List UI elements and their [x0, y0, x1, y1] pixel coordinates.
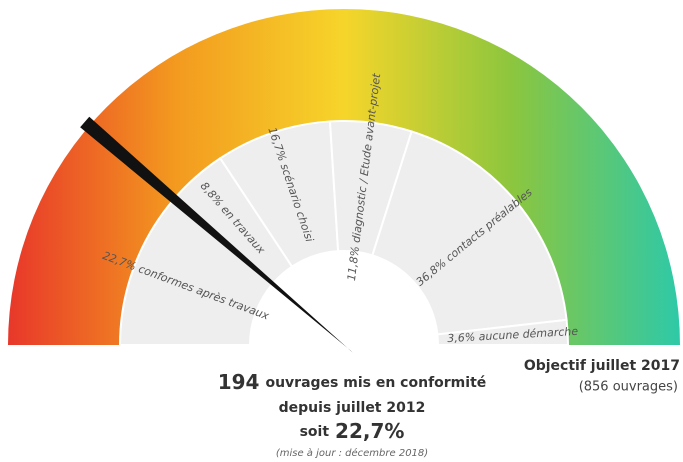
update-note: (mise à jour : décembre 2018) — [276, 447, 428, 459]
segment — [436, 318, 570, 346]
headline-line1: 194 ouvrages mis en conformité — [218, 370, 487, 394]
objective-detail: (856 ouvrages) — [579, 380, 678, 395]
headline-count: 194 — [218, 370, 260, 394]
color-band — [8, 9, 680, 345]
headline-text: ouvrages mis en conformité — [265, 375, 486, 391]
headline-line2: depuis juillet 2012 — [279, 400, 426, 416]
headline-soit: soit — [300, 424, 330, 440]
headline-line3: soit 22,7% — [300, 419, 405, 443]
segment — [371, 130, 568, 336]
objective-title: Objectif juillet 2017 — [524, 358, 680, 374]
needle — [80, 116, 353, 353]
headline-percent: 22,7% — [335, 419, 404, 443]
